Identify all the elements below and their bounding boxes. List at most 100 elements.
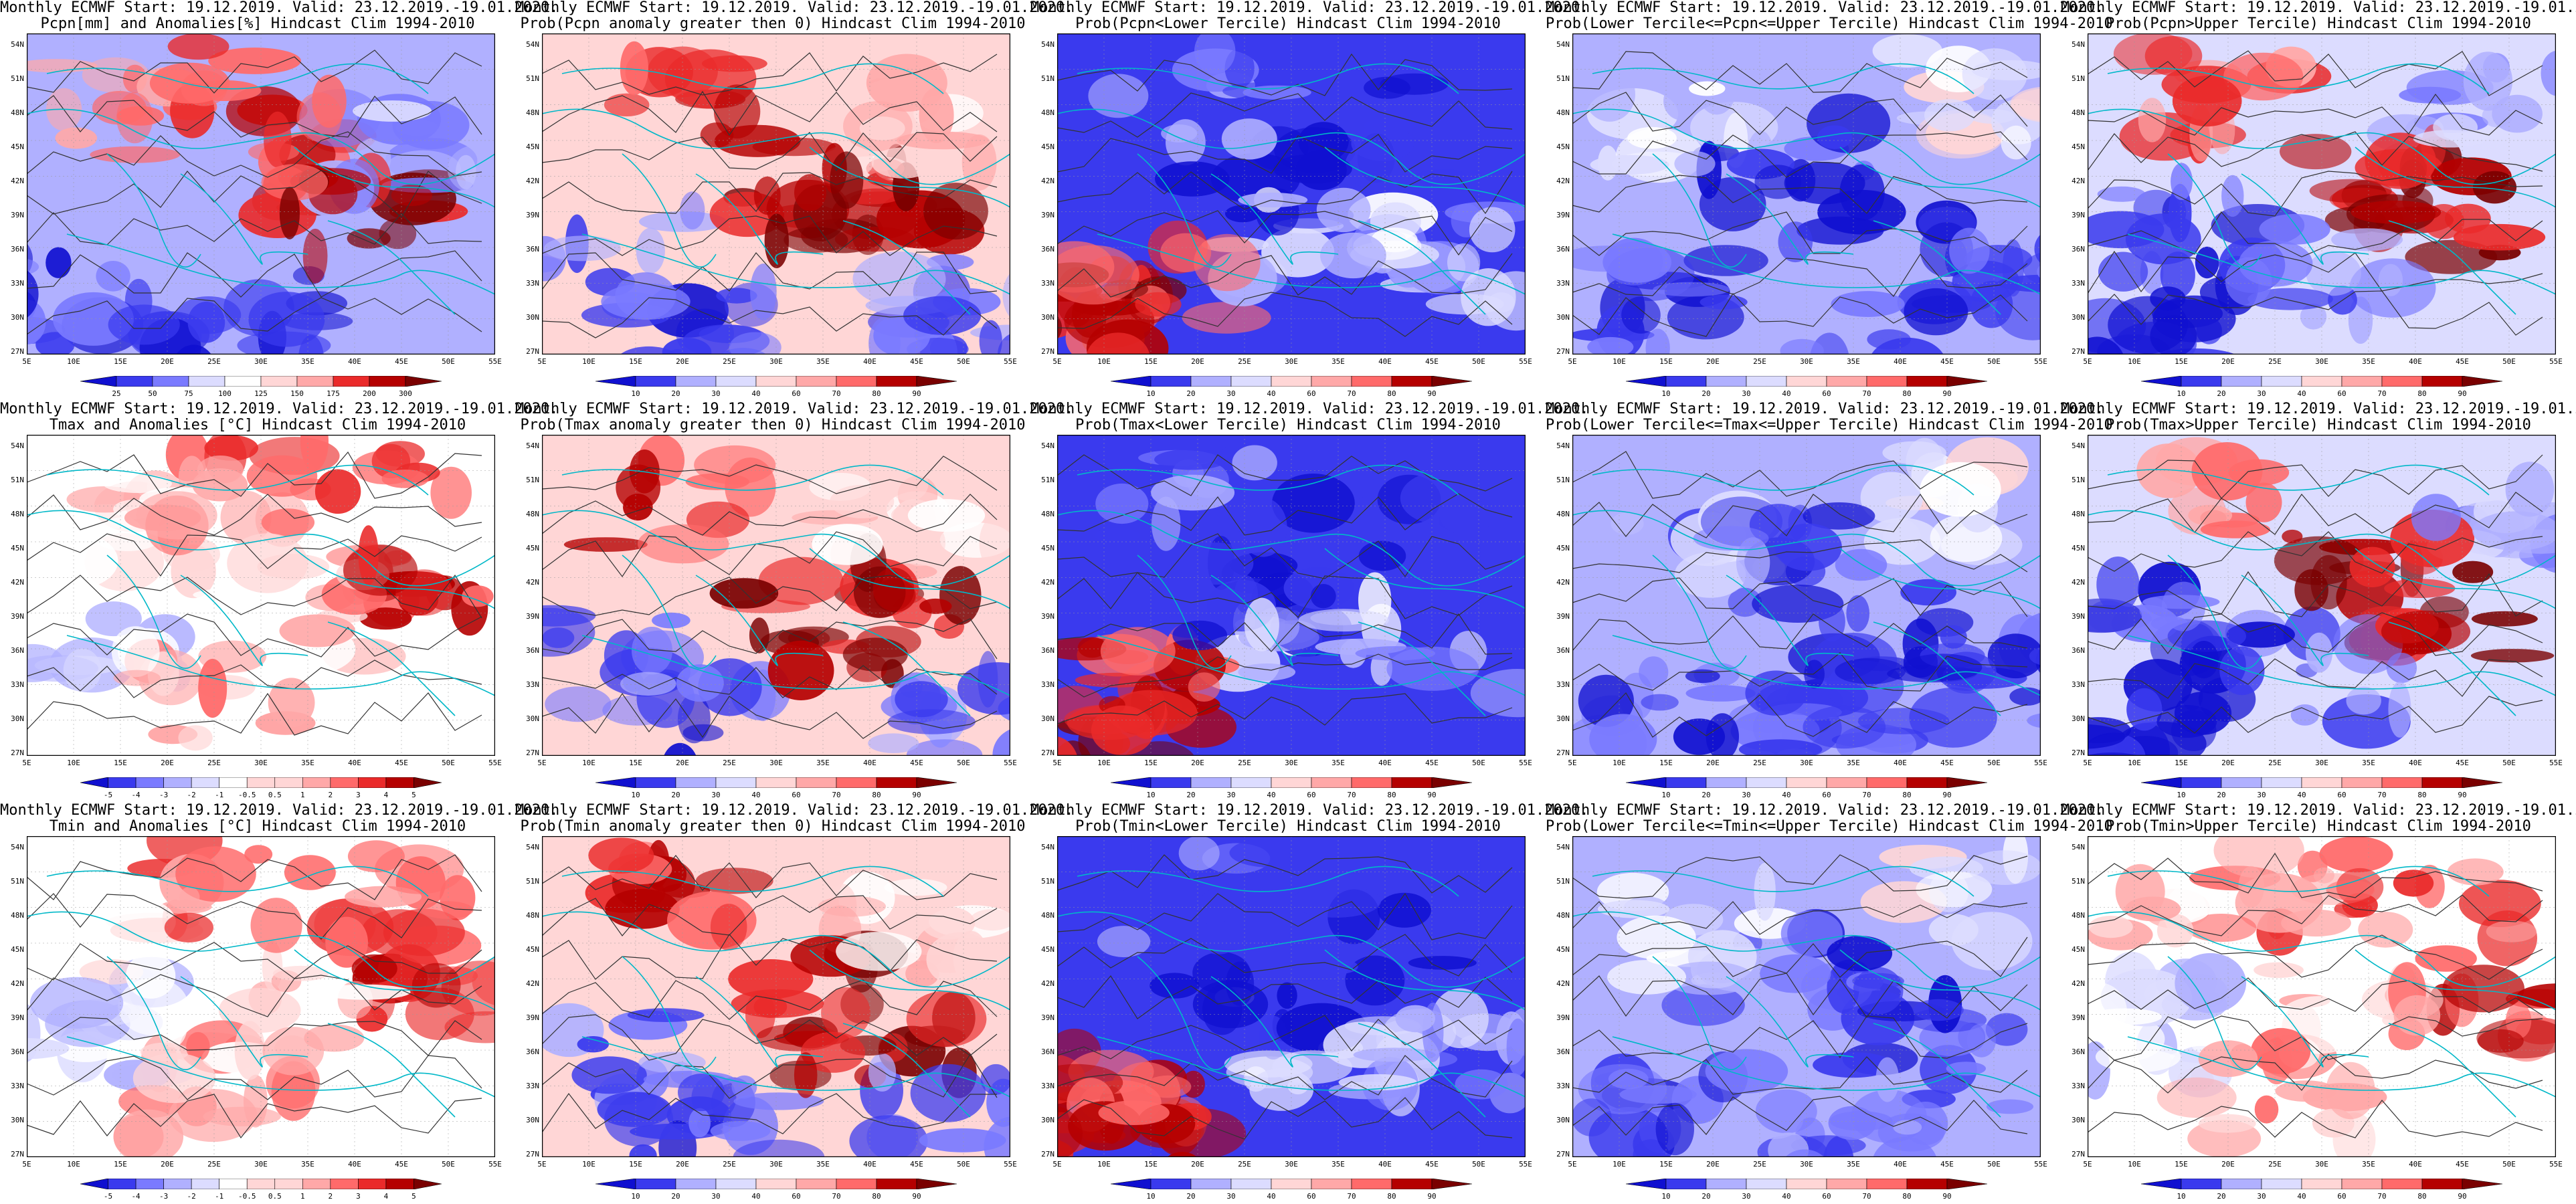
- country-border: [1839, 146, 2041, 208]
- field-blob: [919, 598, 952, 614]
- longitude-label: 50E: [1472, 357, 1485, 366]
- colorbar-segment: [796, 777, 837, 788]
- colorbar-label: 80: [1387, 1192, 1396, 1201]
- colorbar-label: 25: [112, 389, 121, 398]
- country-border: [542, 108, 1010, 185]
- colorbar-label: -4: [131, 791, 141, 799]
- field-blob: [1920, 462, 2001, 517]
- contour-line: [1057, 975, 1513, 1019]
- field-blob: [1593, 493, 1655, 547]
- longitude-label: 10E: [1613, 1160, 1626, 1169]
- longitude-label: 25E: [2268, 1160, 2282, 1169]
- colorbar-label: 2: [328, 1192, 333, 1201]
- country-border: [27, 108, 495, 185]
- field-blob: [2393, 870, 2434, 897]
- field-blob: [821, 987, 870, 1039]
- longitude-label: 10E: [67, 1160, 80, 1169]
- field-blob: [2505, 462, 2555, 517]
- field-blob: [1754, 862, 1776, 921]
- latitude-label: 30N: [2072, 313, 2085, 322]
- latitude-label: 54N: [1556, 843, 1570, 851]
- colorbar-label: 30: [711, 1192, 721, 1201]
- field-blob: [1762, 262, 1792, 316]
- latitude-label: 51N: [526, 877, 539, 886]
- field-blob: [1883, 520, 1921, 554]
- longitude-label: 35E: [2362, 759, 2375, 767]
- latitude-label: 54N: [1556, 40, 1570, 49]
- field-blob: [2096, 557, 2140, 613]
- latitude-label: 51N: [2072, 74, 2085, 83]
- colorbar-label: 70: [1347, 1192, 1356, 1201]
- field-blob: [620, 41, 648, 96]
- latitude-label: 48N: [526, 108, 539, 117]
- colorbar-segment: [2261, 376, 2302, 387]
- colorbar-segment: [1665, 777, 1707, 788]
- colorbar-label: 80: [872, 791, 881, 799]
- colorbar-label: 10: [1146, 389, 1156, 398]
- latitude-label: 45N: [11, 945, 24, 954]
- field-blob: [45, 613, 72, 639]
- colorbar-label: 80: [1387, 389, 1396, 398]
- colorbar-label: 90: [1942, 389, 1952, 398]
- field-blob: [906, 991, 987, 1047]
- panel-title-line2: Prob(Pcpn<Lower Tercile) Hindcast Clim 1…: [1075, 15, 1501, 32]
- field-blob: [2097, 186, 2146, 202]
- field-blob: [695, 868, 773, 894]
- country-border: [2241, 976, 2369, 1068]
- colorbar-segment: [302, 777, 331, 788]
- longitude-label: 55E: [488, 357, 502, 366]
- country-border: [1137, 555, 1232, 669]
- panel-title-line1: Monthly ECMWF Start: 19.12.2019. Valid: …: [515, 802, 1074, 819]
- colorbar-segment: [1351, 777, 1392, 788]
- latitude-label: 39N: [11, 211, 24, 219]
- colorbar-label: 70: [1347, 389, 1356, 398]
- contour-line: [542, 979, 998, 1020]
- colorbar-segment: [108, 1179, 136, 1189]
- field-blob: [1097, 926, 1151, 958]
- panel-title-line2: Prob(Tmin<Lower Tercile) Hindcast Clim 1…: [1075, 818, 1501, 835]
- longitude-label: 30E: [2315, 759, 2328, 767]
- country-border: [2088, 510, 2556, 587]
- field-blob: [939, 566, 982, 625]
- field-blob: [2251, 1027, 2311, 1074]
- field-blob: [1310, 584, 1336, 609]
- field-blob: [849, 1115, 928, 1157]
- colorbar-label: 20: [1701, 389, 1711, 398]
- field-blob: [2442, 965, 2524, 1013]
- longitude-label: 35E: [301, 357, 314, 366]
- panel-title-line2: Tmin and Anomalies [°C] Hindcast Clim 19…: [49, 818, 466, 835]
- field-blob: [248, 292, 325, 347]
- field-blob: [794, 174, 826, 211]
- colorbar-label: 90: [912, 791, 921, 799]
- field-blob: [2516, 983, 2556, 1009]
- contour-line: [2088, 250, 2543, 294]
- field-blob: [1149, 973, 1200, 999]
- field-blob: [970, 909, 1010, 931]
- colorbar-segment: [116, 376, 153, 387]
- colorbar-segment: [1431, 777, 1472, 788]
- field-blob: [1202, 985, 1243, 1035]
- colorbar: [1626, 376, 1987, 387]
- colorbar-label: 10: [631, 389, 640, 398]
- field-blob: [2029, 647, 2041, 666]
- colorbar-label: 20: [671, 389, 680, 398]
- panel-title-line2: Prob(Lower Tercile<=Tmin<=Upper Tercile)…: [1546, 818, 2113, 835]
- latitude-label: 36N: [2072, 646, 2085, 655]
- country-border: [106, 153, 201, 268]
- country-border: [2167, 555, 2262, 669]
- contour-line: [27, 533, 482, 577]
- field-blob: [1987, 633, 2041, 679]
- field-blob: [910, 1064, 986, 1122]
- colorbar: [1626, 1179, 1987, 1189]
- colorbar-label: 60: [2337, 389, 2347, 398]
- latitude-label: 39N: [526, 612, 539, 621]
- field-blob: [2181, 682, 2203, 711]
- field-blob: [2259, 213, 2330, 245]
- longitude-label: 50E: [442, 759, 455, 767]
- longitude-label: 40E: [1894, 1160, 1907, 1169]
- longitude-label: 25E: [2268, 759, 2282, 767]
- field-blob: [2213, 836, 2304, 878]
- colorbar-segment: [1906, 1179, 1948, 1189]
- colorbar-label: 10: [1146, 791, 1156, 799]
- map-panel-pcpn-anom: Monthly ECMWF Start: 19.12.2019. Valid: …: [0, 0, 558, 401]
